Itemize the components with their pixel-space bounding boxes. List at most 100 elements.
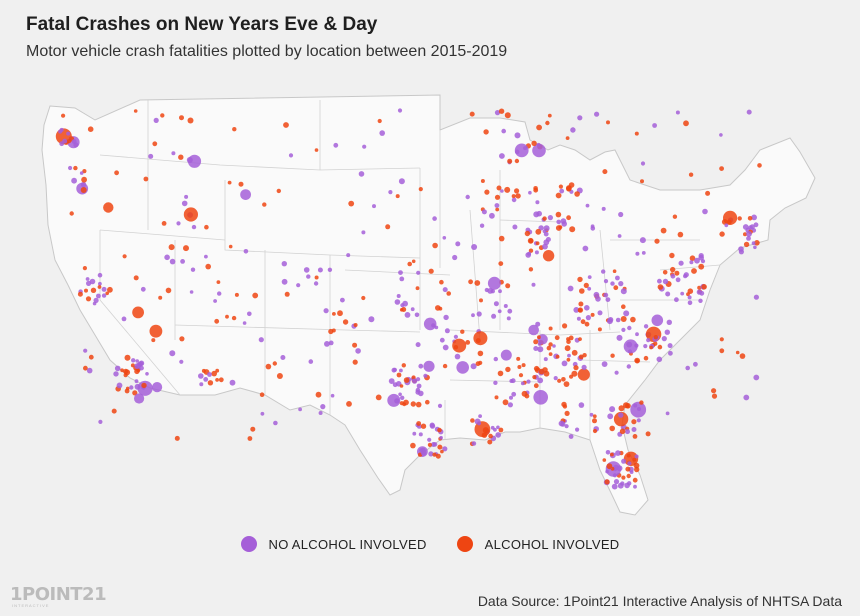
crash-point xyxy=(581,364,587,370)
crash-point xyxy=(528,324,539,336)
crash-point xyxy=(403,399,409,406)
crash-point xyxy=(90,287,97,293)
crash-point xyxy=(260,411,265,416)
crash-point xyxy=(632,434,638,439)
legend-label-no-alcohol: NO ALCOHOL INVOLVED xyxy=(268,536,427,552)
crash-point xyxy=(536,124,542,131)
crash-point xyxy=(62,138,68,144)
crash-point xyxy=(66,131,71,136)
crash-point xyxy=(308,359,314,364)
crash-point xyxy=(337,310,343,317)
crash-point xyxy=(560,218,567,224)
crash-point xyxy=(377,118,382,124)
crash-point xyxy=(497,309,502,314)
crash-point xyxy=(510,378,516,384)
crash-point xyxy=(161,221,167,226)
crash-point xyxy=(471,313,475,318)
crash-point xyxy=(368,316,375,323)
crash-point xyxy=(604,479,610,485)
crash-point xyxy=(723,210,738,225)
crash-point xyxy=(532,143,546,158)
crash-point xyxy=(590,226,596,231)
crash-point xyxy=(635,332,639,337)
crash-point xyxy=(687,288,694,295)
crash-point xyxy=(111,408,117,414)
crash-point xyxy=(619,428,626,435)
crash-point xyxy=(521,363,526,368)
crash-point xyxy=(204,224,209,230)
crash-point xyxy=(69,211,74,216)
crash-point xyxy=(635,251,640,256)
us-land-outline xyxy=(41,94,816,516)
crash-point xyxy=(179,336,185,342)
crash-point xyxy=(507,158,513,164)
crash-point xyxy=(637,407,641,411)
crash-point xyxy=(493,380,498,385)
crash-point xyxy=(475,361,481,367)
crash-point xyxy=(431,323,436,328)
crash-point xyxy=(352,359,358,365)
crash-point xyxy=(573,365,579,371)
crash-point xyxy=(527,251,532,256)
crash-point xyxy=(528,190,532,195)
crash-point xyxy=(502,399,509,406)
crash-point xyxy=(574,191,580,197)
crash-point xyxy=(296,283,301,288)
crash-point xyxy=(527,237,534,244)
crash-point xyxy=(498,289,502,294)
crash-point xyxy=(123,368,129,375)
crash-point xyxy=(641,251,646,255)
crash-point xyxy=(218,377,224,383)
crash-point xyxy=(639,400,644,405)
crash-point xyxy=(183,245,189,252)
crash-point xyxy=(88,354,94,360)
crash-point xyxy=(615,450,621,456)
crash-point xyxy=(542,250,555,262)
crash-point xyxy=(240,189,252,201)
data-source-note: Data Source: 1Point21 Interactive Analys… xyxy=(477,593,842,609)
crash-point xyxy=(85,277,90,281)
crash-point xyxy=(531,140,537,146)
crash-point xyxy=(477,350,484,357)
crash-point xyxy=(399,368,403,373)
crash-point xyxy=(494,395,499,400)
crash-point xyxy=(176,221,181,226)
crash-point xyxy=(528,248,534,253)
crash-point xyxy=(152,382,163,393)
crash-point xyxy=(399,401,404,406)
crash-point xyxy=(487,439,493,445)
crash-point xyxy=(398,178,405,185)
crash-point xyxy=(547,215,554,221)
crash-point xyxy=(701,284,707,290)
crash-point xyxy=(651,314,664,327)
crash-point xyxy=(169,258,176,265)
crash-point xyxy=(653,335,658,340)
crash-point xyxy=(454,353,461,360)
crash-point xyxy=(646,338,651,343)
crash-point xyxy=(652,123,657,128)
crash-point xyxy=(415,401,422,408)
crash-point xyxy=(215,378,220,382)
crash-point xyxy=(98,281,102,286)
crash-point xyxy=(442,287,448,293)
crash-point xyxy=(396,372,402,378)
crash-point xyxy=(669,252,675,259)
crash-point xyxy=(571,370,578,377)
crash-point xyxy=(179,115,184,121)
crash-point xyxy=(276,373,283,379)
crash-point xyxy=(616,334,623,341)
crash-point xyxy=(101,286,107,292)
crash-point xyxy=(415,286,420,291)
crash-point xyxy=(132,390,138,396)
crash-point xyxy=(444,328,450,334)
crash-point xyxy=(397,108,403,113)
crash-point xyxy=(83,348,88,353)
crash-point xyxy=(168,244,175,251)
crash-point xyxy=(493,356,498,362)
crash-point xyxy=(548,352,553,356)
crash-point xyxy=(247,436,253,441)
crash-point xyxy=(514,188,520,194)
crash-point xyxy=(379,130,386,136)
crash-point xyxy=(621,327,626,332)
crash-point xyxy=(754,240,760,246)
